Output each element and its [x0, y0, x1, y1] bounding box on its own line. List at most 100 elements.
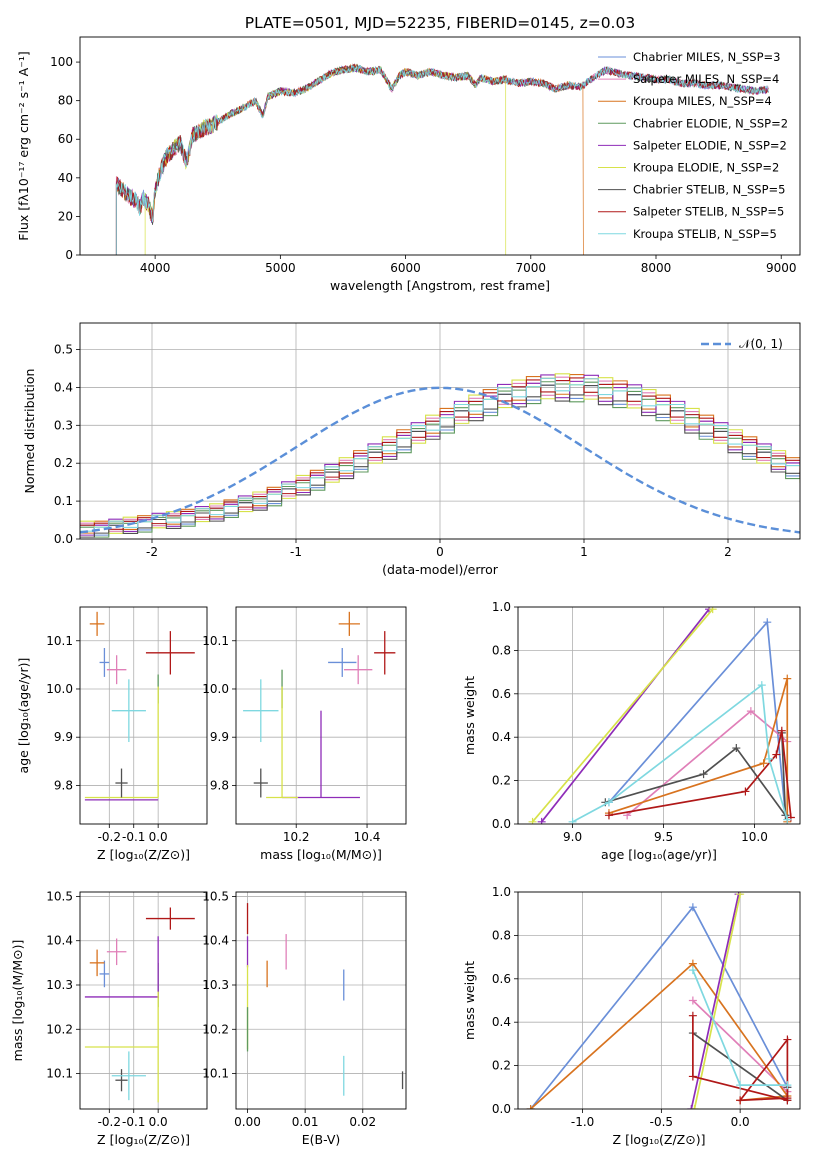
x-tick-label: 10.4	[354, 830, 381, 844]
y-tick-label: 0.4	[492, 730, 511, 744]
y-tick-label: 0.6	[492, 687, 511, 701]
gaussian-curve	[80, 386, 800, 534]
series-marker	[688, 1072, 697, 1081]
series-marker	[688, 1011, 697, 1020]
series-marker	[763, 618, 772, 627]
series-marker	[688, 966, 697, 975]
axes-frame	[79, 36, 801, 256]
x-tick-label: -0.1	[122, 1115, 145, 1129]
y-tick-label: 0.2	[492, 1059, 511, 1073]
y-axis-label: age [log₁₀(age/yr)]	[16, 658, 31, 774]
plot-content	[84, 907, 195, 1103]
series-marker	[765, 754, 774, 763]
y-tick-label: 0.2	[54, 456, 73, 470]
histogram-step	[80, 384, 800, 538]
x-tick-label: 0.00	[234, 1115, 261, 1129]
series-marker	[783, 674, 792, 683]
series-marker	[777, 726, 786, 735]
y-tick-label: 10.0	[202, 682, 229, 696]
x-tick-label: 7000	[516, 261, 547, 275]
x-axis-label: mass [log₁₀(M/M⊙)]	[260, 847, 382, 862]
x-tick-label: 5000	[265, 261, 296, 275]
x-axis-label: E(B-V)	[302, 1132, 341, 1147]
y-tick-label: 100	[50, 55, 73, 69]
y-tick-label: 0.0	[492, 817, 511, 831]
y-tick-label: 1.0	[492, 600, 511, 614]
y-tick-label: 0.8	[492, 928, 511, 942]
x-tick-label: -0.5	[650, 1115, 673, 1129]
y-tick-label: 0.6	[492, 972, 511, 986]
x-tick-label: -1.0	[571, 1115, 594, 1129]
series-line	[690, 893, 740, 1109]
y-tick-label: 10.1	[202, 634, 229, 648]
series-marker	[604, 798, 613, 807]
series-line	[540, 608, 710, 823]
axes-frame	[235, 891, 407, 1110]
spectrum-line	[144, 63, 507, 255]
series-marker	[568, 817, 577, 824]
x-tick-label: 4000	[140, 261, 171, 275]
y-tick-label: 0.1	[54, 494, 73, 508]
x-tick-label: 6000	[390, 261, 421, 275]
histogram-step	[80, 377, 800, 530]
series-marker	[688, 996, 697, 1005]
axes-age-vs-mass: 10.2 10.4 9.8 9.9 10.0 10.1 mass [log₁₀(M/M⊙)]	[202, 606, 407, 862]
series-line	[608, 678, 789, 822]
series-marker	[783, 1094, 792, 1103]
series-marker	[759, 759, 768, 768]
series-line	[530, 962, 789, 1109]
series-marker	[757, 681, 766, 690]
spectrum-line	[115, 63, 769, 255]
spectrum-line	[115, 63, 769, 255]
series-marker	[746, 707, 755, 716]
plot-content	[84, 611, 195, 801]
series-line	[529, 905, 789, 1109]
y-tick-label: 10.1	[46, 1067, 73, 1081]
series-marker	[736, 1081, 745, 1090]
legend-label: Chabrier STELIB, N_SSP=5	[633, 183, 785, 197]
y-tick-label: 0.4	[54, 380, 73, 394]
legend-label: Kroupa MILES, N_SSP=4	[633, 94, 772, 108]
y-tick-label: 0	[65, 248, 73, 262]
series-marker	[783, 1081, 792, 1090]
y-tick-label: 20	[58, 209, 73, 223]
figure-title: PLATE=0501, MJD=52235, FIBERID=0145, z=0…	[245, 14, 635, 32]
x-tick-label: 10.0	[741, 830, 768, 844]
y-tick-label: 10.2	[46, 1022, 73, 1036]
series-marker	[526, 1105, 535, 1109]
series-marker	[699, 770, 708, 779]
series-marker	[688, 903, 697, 912]
axes-frame	[517, 891, 801, 1110]
x-tick-label: 2	[724, 545, 732, 559]
x-tick-label: -1	[290, 545, 302, 559]
legend: Chabrier MILES, N_SSP=3 Salpeter MILES, N…	[598, 50, 788, 241]
plot-content	[528, 607, 795, 824]
y-tick-label: 0.3	[54, 418, 73, 432]
x-tick-label: 8000	[641, 261, 672, 275]
legend-label: 𝒩(0, 1)	[739, 337, 783, 351]
y-tick-label: 10.3	[202, 978, 229, 992]
series-marker	[783, 1035, 792, 1044]
axes-spectrum: 4000 5000 6000 7000 8000 9000 0 20 40 60 80 100 wave…	[16, 36, 801, 293]
series-line	[692, 1015, 789, 1102]
y-tick-label: 0.5	[54, 343, 73, 357]
series-line	[531, 608, 714, 823]
x-axis-label: (data-model)/error	[382, 562, 499, 577]
plot-content	[243, 611, 396, 799]
y-tick-label: 0.2	[492, 774, 511, 788]
y-axis-label: Flux [fλ10⁻¹⁷ erg cm⁻² s⁻¹ A⁻¹]	[16, 51, 31, 240]
y-axis-label: mass [log₁₀(M/M⊙)]	[10, 940, 25, 1062]
legend-label: Chabrier ELODIE, N_SSP=2	[633, 116, 788, 130]
series-marker	[708, 607, 717, 614]
y-axis-label: Normed distribution	[22, 369, 37, 494]
axes-age-vs-Z: -0.2 -0.1 0.0 9.8 9.9 10.0 10.1 Z [log₁₀(Z/Z⊙)]…	[16, 606, 208, 862]
y-tick-label: 10.1	[46, 634, 73, 648]
y-tick-label: 10.1	[202, 1067, 229, 1081]
legend: 𝒩(0, 1)	[701, 337, 783, 351]
x-tick-label: 1	[580, 545, 588, 559]
legend-label: Kroupa STELIB, N_SSP=5	[633, 227, 777, 241]
x-tick-label: -0.1	[122, 830, 145, 844]
y-tick-label: 9.9	[210, 730, 229, 744]
plot-area: 4000 5000 6000 7000 8000 9000020406080100wave…	[10, 36, 801, 1147]
